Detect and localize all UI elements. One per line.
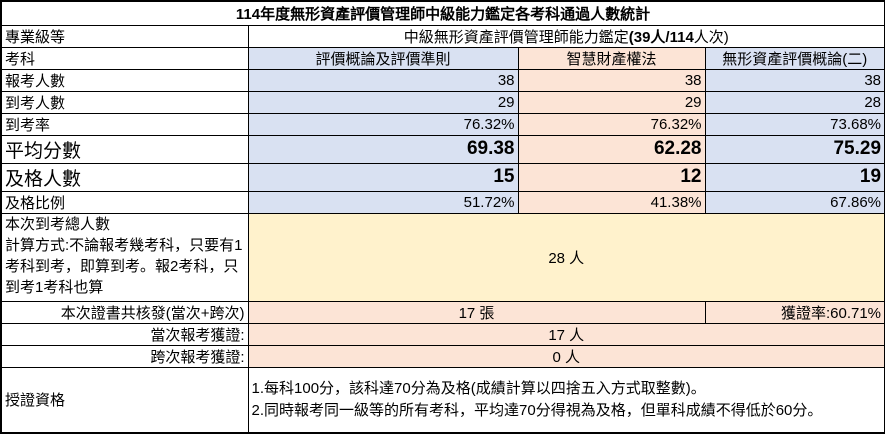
subject-header: 智慧財產權法 xyxy=(517,46,706,70)
cell: 29 xyxy=(247,90,519,114)
cell: 38 xyxy=(517,68,706,92)
current-certified-label: 當次報考獲證: xyxy=(0,322,249,346)
cell: 73.68% xyxy=(704,112,885,136)
qualification-note: 1.每科100分，該科達70分為及格(成績計算以四捨五入方式取整數)。 xyxy=(251,379,706,397)
table-row: 及格比例 51.72% 41.38% 67.86% xyxy=(0,190,885,214)
table-row: 到考率 76.32% 76.32% 73.68% xyxy=(0,112,885,136)
row-label: 報考人數 xyxy=(0,68,249,92)
level-value: 中級無形資產評價管理師能力鑑定(39人/114人次) xyxy=(247,24,885,48)
table-row: 及格人數 15 12 19 xyxy=(0,162,885,192)
certificates-label: 本次證書共核發(當次+跨次) xyxy=(0,300,249,324)
cell: 41.38% xyxy=(517,190,706,214)
row-label: 到考率 xyxy=(0,112,249,136)
qualification-label: 授證資格 xyxy=(0,366,249,434)
level-value-unit: 人次) xyxy=(693,28,729,46)
qualification-note: 2.同時報考同一級等的所有考科，平均達70分得視為及格，但單科成績不得低於60分… xyxy=(251,401,823,419)
cross-certified-label: 跨次報考獲證: xyxy=(0,344,249,368)
cell: 51.72% xyxy=(247,190,519,214)
table-title: 114年度無形資產評價管理師中級能力鑑定各考科通過人數統計 xyxy=(0,0,885,26)
cell: 76.32% xyxy=(247,112,519,136)
current-certified-value: 17 人 xyxy=(247,322,885,346)
total-attendance-value: 28 人 xyxy=(247,212,885,302)
cell: 76.32% xyxy=(517,112,706,136)
cell: 29 xyxy=(517,90,706,114)
cell: 69.38 xyxy=(247,134,519,164)
cell: 28 xyxy=(704,90,885,114)
row-label: 及格比例 xyxy=(0,190,249,214)
cell: 38 xyxy=(704,68,885,92)
cross-certified-value: 0 人 xyxy=(247,344,885,368)
cell: 12 xyxy=(517,162,706,192)
row-label: 平均分數 xyxy=(0,134,249,164)
certificates-value: 17 張 xyxy=(247,300,706,324)
total-attendance-label: 本次到考總人數 計算方式:不論報考幾考科，只要有1考科到考，即算到考。報2考科，… xyxy=(0,212,249,302)
level-value-text: 中級無形資產評價管理師能力鑑定 xyxy=(403,28,629,46)
cell: 62.28 xyxy=(517,134,706,164)
cell: 75.29 xyxy=(704,134,885,164)
subject-label: 考科 xyxy=(0,46,249,70)
certificate-rate: 獲證率:60.71% xyxy=(704,300,885,324)
qualification-notes: 1.每科100分，該科達70分為及格(成績計算以四捨五入方式取整數)。 2.同時… xyxy=(247,366,885,434)
level-label: 專業級等 xyxy=(0,24,249,48)
row-label: 到考人數 xyxy=(0,90,249,114)
table-row: 到考人數 29 29 28 xyxy=(0,90,885,114)
subject-header: 無形資產評價概論(二) xyxy=(704,46,885,70)
cell: 67.86% xyxy=(704,190,885,214)
table-row: 報考人數 38 38 38 xyxy=(0,68,885,92)
level-value-count: (39人/114 xyxy=(628,28,694,46)
row-label: 及格人數 xyxy=(0,162,249,192)
table-row: 平均分數 69.38 62.28 75.29 xyxy=(0,134,885,164)
cell: 19 xyxy=(704,162,885,192)
cell: 15 xyxy=(247,162,519,192)
subject-header: 評價概論及評價準則 xyxy=(247,46,519,70)
cell: 38 xyxy=(247,68,519,92)
